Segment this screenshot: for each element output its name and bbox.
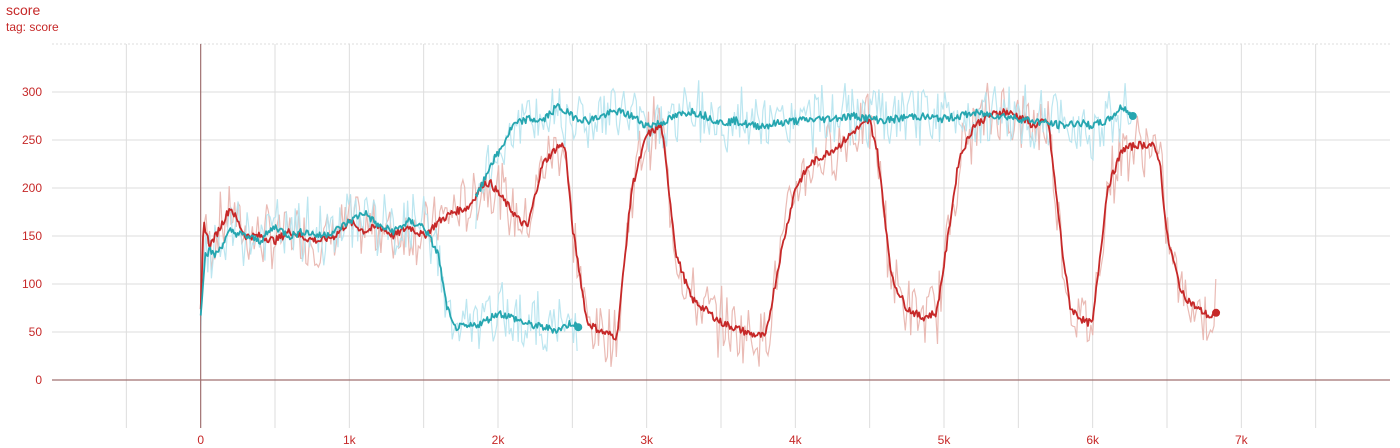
chart-title: score (6, 2, 41, 18)
x-tick-label: 2k (492, 433, 506, 447)
x-tick-label: 5k (938, 433, 952, 447)
y-tick-label: 150 (22, 229, 42, 243)
x-tick-label: 0 (197, 433, 204, 447)
y-tick-label: 300 (22, 85, 42, 99)
series-layer (199, 103, 1221, 341)
axis-layer (52, 44, 1390, 428)
y-tick-label: 200 (22, 181, 42, 195)
y-tick-label: 50 (29, 325, 43, 339)
x-tick-label: 4k (789, 433, 803, 447)
raw-series-line (475, 80, 1133, 229)
x-tick-label: 6k (1086, 433, 1100, 447)
y-tick-label: 100 (22, 277, 42, 291)
series-end-point (1128, 112, 1137, 120)
series-end-point (1212, 308, 1221, 317)
x-tick-label: 1k (343, 433, 357, 447)
series-line (474, 103, 1134, 198)
series-line (199, 209, 579, 334)
tick-labels-layer: 0 50 100 150 200 250 300 0 1k 2k 3k 4k 5k 6k 7k (22, 85, 1249, 447)
x-tick-label: 7k (1235, 433, 1249, 447)
x-tick-label: 3k (640, 433, 654, 447)
y-tick-label: 250 (22, 133, 42, 147)
series-end-point (574, 323, 583, 332)
y-tick-label: 0 (35, 373, 42, 387)
grid-layer (52, 43, 1390, 428)
chart-subtitle: tag: score (6, 20, 59, 34)
